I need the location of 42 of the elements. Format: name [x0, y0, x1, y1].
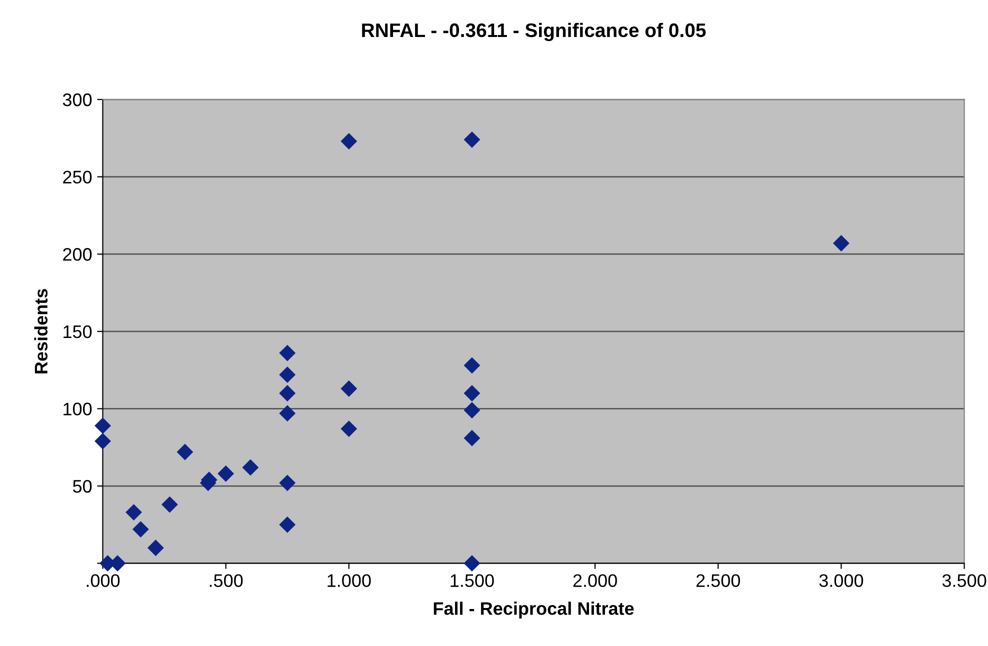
- point: [94, 432, 111, 450]
- point: [279, 344, 296, 362]
- point: [242, 459, 259, 476]
- point: [340, 133, 358, 150]
- point: [464, 430, 480, 446]
- point: [279, 405, 296, 422]
- point: [147, 540, 164, 556]
- point: [161, 496, 178, 513]
- x-tick-label: .500: [210, 574, 243, 587]
- point: [279, 516, 296, 533]
- point: [94, 417, 111, 434]
- y-tick-label: 200: [63, 248, 92, 261]
- y-tick-label: 150: [64, 325, 92, 338]
- point: [464, 555, 480, 572]
- point: [126, 504, 142, 521]
- y-tick-label: 50: [72, 480, 92, 493]
- point: [279, 385, 296, 402]
- y-axis-title: Residents: [34, 288, 48, 374]
- point: [340, 380, 358, 397]
- point: [464, 402, 480, 418]
- point: [218, 465, 234, 482]
- y-tick-label: 100: [64, 402, 92, 416]
- point: [832, 235, 850, 252]
- point: [279, 366, 296, 383]
- point: [279, 474, 296, 492]
- point: [464, 385, 480, 402]
- y-tick-label: 300: [62, 93, 92, 106]
- y-tick-label: 250: [63, 170, 92, 184]
- point: [464, 357, 480, 374]
- point: [132, 521, 149, 538]
- x-axis-title: Fall - Reciprocal Nitrate: [434, 602, 634, 618]
- x-tick-label: 3.500: [942, 574, 986, 587]
- x-tick-label: 2.500: [696, 574, 740, 587]
- x-tick-label: 1.000: [328, 574, 371, 587]
- x-tick-label: 2.000: [573, 574, 617, 587]
- point: [176, 444, 194, 460]
- point: [340, 420, 358, 438]
- x-tick-label: .000: [86, 574, 120, 587]
- point: [464, 131, 480, 148]
- x-tick-label: 1.500: [450, 574, 494, 587]
- chart-title: RNFAL - -0.3611 - Significance of 0.05: [362, 22, 706, 42]
- x-tick-label: 3.000: [819, 574, 864, 587]
